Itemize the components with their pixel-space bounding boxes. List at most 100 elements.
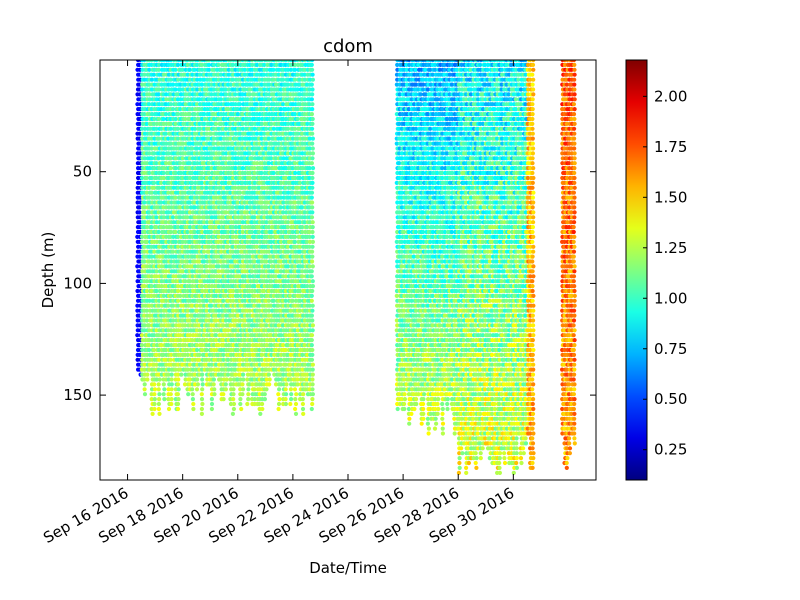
data-point — [168, 392, 173, 397]
data-point — [267, 382, 272, 387]
data-point — [175, 392, 180, 397]
data-point — [145, 377, 150, 382]
data-point — [137, 210, 142, 215]
data-point — [230, 411, 235, 416]
data-point — [231, 387, 236, 392]
data-point — [145, 161, 150, 166]
chart-title: cdom — [323, 36, 373, 57]
data-point — [135, 308, 140, 313]
data-point — [147, 333, 152, 338]
data-point — [221, 397, 226, 402]
data-point — [138, 151, 143, 156]
data-point — [135, 279, 140, 284]
data-point — [200, 387, 205, 392]
data-point — [166, 406, 172, 412]
data-point — [140, 185, 145, 190]
data-point — [267, 377, 272, 382]
data-point — [142, 156, 147, 161]
data-point — [139, 175, 145, 181]
data-point — [140, 347, 145, 353]
data-point — [276, 406, 281, 412]
data-point — [176, 387, 181, 392]
data-point — [147, 170, 152, 176]
data-point — [152, 318, 157, 323]
data-point — [152, 234, 157, 239]
data-point — [157, 411, 162, 416]
data-point — [152, 382, 157, 387]
data-point — [191, 406, 196, 412]
data-point — [145, 225, 150, 230]
data-point — [142, 392, 148, 397]
data-point — [195, 382, 200, 387]
data-point — [140, 357, 145, 362]
data-point — [147, 343, 152, 348]
data-point — [292, 234, 298, 239]
data-point — [152, 343, 157, 348]
data-point — [200, 372, 205, 377]
data-point — [238, 397, 243, 402]
data-point — [151, 72, 156, 77]
data-point — [142, 220, 147, 225]
data-point — [152, 392, 157, 397]
data-point — [283, 401, 288, 407]
data-point — [156, 406, 161, 412]
data-point — [139, 234, 145, 239]
data-point — [258, 411, 263, 416]
data-point — [149, 274, 154, 279]
data-point — [135, 303, 140, 308]
data-point — [175, 382, 181, 387]
data-point — [195, 377, 200, 382]
data-point — [264, 387, 269, 392]
data-point — [152, 185, 157, 190]
data-point — [200, 382, 205, 387]
data-point — [246, 397, 251, 402]
data-point — [293, 406, 298, 412]
data-point — [260, 401, 265, 407]
data-point — [300, 401, 305, 407]
data-point — [142, 112, 147, 117]
data-point — [147, 67, 152, 72]
data-point — [149, 284, 154, 289]
data-point — [283, 387, 288, 392]
data-point — [169, 372, 174, 377]
data-point — [142, 293, 147, 298]
data-point — [149, 225, 154, 230]
data-point — [152, 151, 157, 156]
data-point — [142, 200, 147, 205]
data-point — [149, 303, 155, 308]
data-point — [137, 131, 142, 136]
data-point — [294, 392, 299, 397]
data-point — [147, 185, 152, 190]
data-point — [137, 121, 142, 126]
data-point — [147, 166, 152, 171]
data-point — [142, 229, 147, 235]
data-point — [142, 249, 147, 254]
data-point — [142, 387, 147, 392]
data-point — [199, 406, 204, 412]
data-point — [149, 77, 154, 82]
data-point — [142, 72, 147, 77]
data-point — [301, 392, 306, 397]
data-point — [156, 382, 161, 387]
data-point — [209, 397, 214, 402]
data-point — [169, 401, 174, 407]
data-point — [139, 126, 145, 131]
data-point — [135, 185, 140, 190]
data-point — [231, 401, 237, 407]
data-point — [277, 397, 282, 402]
data-point — [139, 333, 145, 338]
data-point — [262, 397, 267, 402]
data-point — [147, 102, 152, 107]
data-point — [142, 377, 147, 382]
data-point — [152, 406, 157, 412]
data-point — [211, 382, 216, 387]
data-point — [147, 151, 152, 156]
data-point — [246, 392, 251, 397]
data-point — [142, 60, 147, 63]
data-point — [194, 387, 200, 392]
data-point — [238, 401, 243, 407]
data-point — [152, 166, 157, 171]
data-point — [283, 397, 288, 402]
data-point — [135, 357, 140, 362]
data-point — [149, 259, 155, 264]
